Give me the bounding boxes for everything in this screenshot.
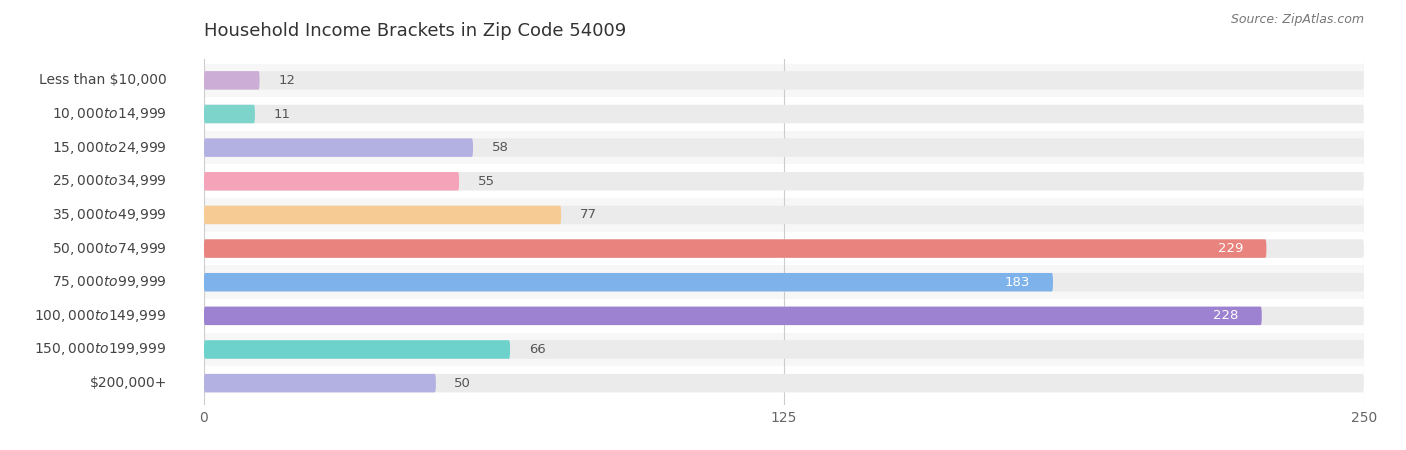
- FancyBboxPatch shape: [204, 71, 1364, 90]
- FancyBboxPatch shape: [204, 139, 472, 157]
- Text: $75,000 to $99,999: $75,000 to $99,999: [52, 274, 167, 290]
- Bar: [204, 366, 1364, 400]
- FancyBboxPatch shape: [204, 306, 1261, 325]
- Text: 12: 12: [278, 74, 295, 87]
- FancyBboxPatch shape: [204, 340, 1364, 359]
- Text: 183: 183: [1004, 276, 1029, 289]
- FancyBboxPatch shape: [204, 374, 436, 392]
- Bar: [204, 97, 1364, 131]
- FancyBboxPatch shape: [204, 273, 1364, 292]
- Bar: [204, 266, 1364, 299]
- Bar: [204, 333, 1364, 366]
- FancyBboxPatch shape: [204, 71, 260, 90]
- Bar: [204, 131, 1364, 164]
- Text: $35,000 to $49,999: $35,000 to $49,999: [52, 207, 167, 223]
- Text: 58: 58: [492, 141, 509, 154]
- Text: $15,000 to $24,999: $15,000 to $24,999: [52, 140, 167, 156]
- FancyBboxPatch shape: [204, 239, 1364, 258]
- Text: Less than $10,000: Less than $10,000: [39, 73, 167, 87]
- FancyBboxPatch shape: [204, 273, 1053, 292]
- Bar: [204, 164, 1364, 198]
- Bar: [204, 232, 1364, 266]
- Text: Household Income Brackets in Zip Code 54009: Household Income Brackets in Zip Code 54…: [204, 22, 626, 40]
- Text: 77: 77: [579, 208, 596, 221]
- Text: $200,000+: $200,000+: [90, 376, 167, 390]
- Text: 66: 66: [529, 343, 546, 356]
- Text: 228: 228: [1213, 309, 1239, 322]
- FancyBboxPatch shape: [204, 239, 1267, 258]
- Bar: [204, 299, 1364, 333]
- FancyBboxPatch shape: [204, 172, 458, 190]
- Text: $25,000 to $34,999: $25,000 to $34,999: [52, 173, 167, 189]
- Bar: [204, 198, 1364, 232]
- FancyBboxPatch shape: [204, 105, 1364, 123]
- FancyBboxPatch shape: [204, 105, 254, 123]
- Text: 55: 55: [478, 175, 495, 188]
- FancyBboxPatch shape: [204, 206, 1364, 224]
- Text: $10,000 to $14,999: $10,000 to $14,999: [52, 106, 167, 122]
- Text: 229: 229: [1218, 242, 1243, 255]
- Text: $150,000 to $199,999: $150,000 to $199,999: [34, 342, 167, 357]
- FancyBboxPatch shape: [204, 206, 561, 224]
- FancyBboxPatch shape: [204, 340, 510, 359]
- FancyBboxPatch shape: [204, 306, 1364, 325]
- FancyBboxPatch shape: [204, 139, 1364, 157]
- FancyBboxPatch shape: [204, 172, 1364, 190]
- FancyBboxPatch shape: [204, 374, 1364, 392]
- Text: 11: 11: [273, 108, 291, 121]
- Text: $100,000 to $149,999: $100,000 to $149,999: [34, 308, 167, 324]
- Text: $50,000 to $74,999: $50,000 to $74,999: [52, 241, 167, 256]
- Text: Source: ZipAtlas.com: Source: ZipAtlas.com: [1230, 14, 1364, 27]
- Bar: [204, 63, 1364, 97]
- Text: 50: 50: [454, 377, 471, 390]
